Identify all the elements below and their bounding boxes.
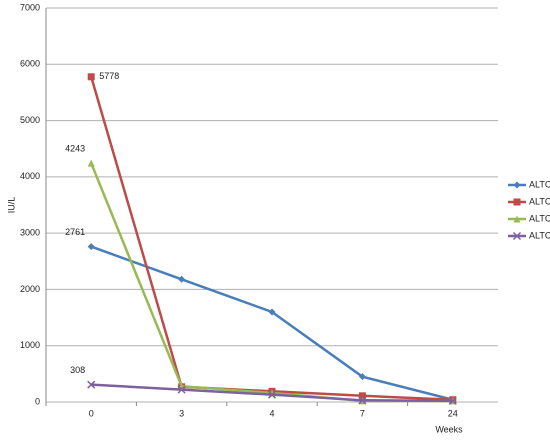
legend-label: ALTC1 [529, 179, 550, 189]
data-point [358, 392, 366, 400]
y-tick-label: 0 [35, 396, 40, 406]
series-line [90, 245, 454, 401]
y-tick-label: 7000 [20, 2, 40, 12]
data-point [177, 385, 186, 394]
data-point [87, 159, 95, 167]
series-line [90, 162, 453, 403]
data-point [87, 73, 95, 81]
data-point [358, 396, 367, 405]
y-tick-label: 1000 [20, 340, 40, 350]
data-point [358, 373, 366, 381]
series-line [89, 76, 453, 401]
legend-label: ALTC2 [529, 196, 550, 206]
y-axis-label: IU/L [6, 197, 16, 214]
legend-marker [513, 198, 521, 206]
data-label: 4243 [65, 144, 85, 154]
data-point [268, 308, 276, 316]
data-point [87, 380, 96, 389]
legend-marker [512, 231, 522, 241]
y-tick-label: 6000 [20, 59, 40, 69]
data-point [448, 396, 457, 405]
x-tick-label: 7 [360, 408, 365, 418]
data-label: 308 [70, 365, 85, 375]
y-tick-label: 5000 [20, 115, 40, 125]
y-tick-label: 3000 [20, 228, 40, 238]
data-label: 2761 [65, 227, 85, 237]
data-point [178, 275, 186, 283]
x-tick-label: 0 [89, 408, 94, 418]
data-point [87, 243, 95, 251]
x-tick-label: 3 [179, 408, 184, 418]
x-tick-label: 4 [269, 408, 274, 418]
legend-marker [513, 215, 521, 223]
legend-marker [513, 181, 521, 189]
data-label: 5778 [99, 71, 119, 81]
x-tick-label: 24 [448, 408, 458, 418]
x-axis-label: Weeks [435, 424, 463, 434]
data-point [267, 390, 277, 399]
y-tick-label: 4000 [20, 171, 40, 181]
y-tick-label: 2000 [20, 284, 40, 294]
